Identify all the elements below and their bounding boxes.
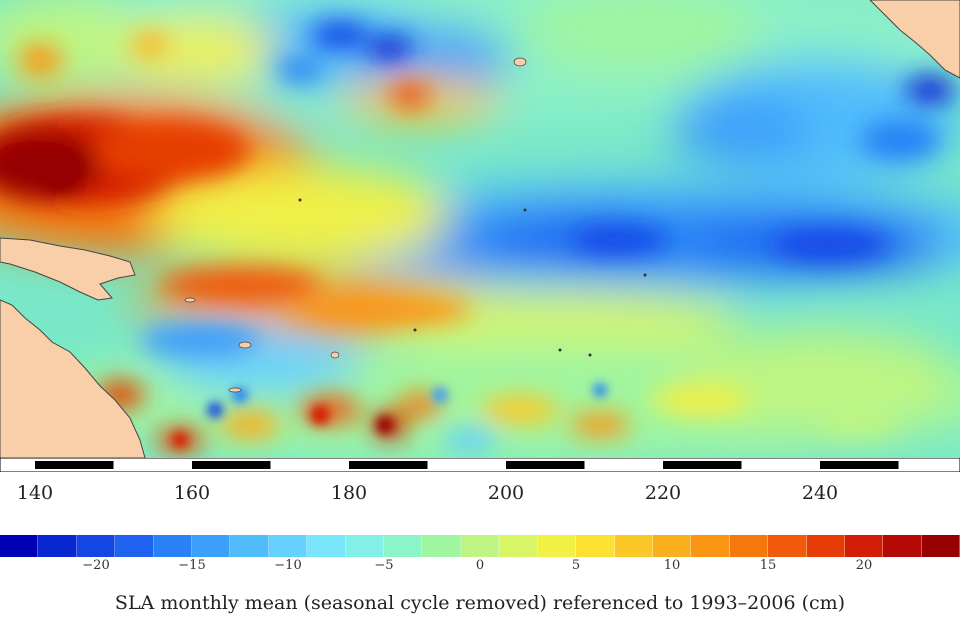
color-scale-cell [307, 535, 346, 557]
color-scale-cell [576, 535, 615, 557]
island [523, 208, 527, 212]
longitude-label: 160 [173, 482, 211, 504]
sea-level-anomaly-map [0, 0, 960, 458]
color-scale-cell [268, 535, 308, 557]
color-scale-cell [76, 535, 116, 557]
longitude-label: 240 [801, 482, 839, 504]
color-scale-tick-label: −5 [374, 558, 394, 573]
color-scale-tick-label: 0 [475, 558, 485, 573]
island [413, 328, 417, 332]
color-scale-cell [384, 535, 423, 557]
australia-landmass [0, 299, 146, 458]
color-scale-tick-label: 10 [663, 558, 681, 573]
longitude-label: 220 [644, 482, 682, 504]
color-scale-cell [844, 535, 884, 557]
color-scale-cell [38, 535, 77, 557]
color-scale-cell [921, 535, 960, 557]
north-america-landmass [869, 0, 960, 79]
color-scale-cell [883, 535, 922, 557]
color-scale-tick-label: 20 [855, 558, 873, 573]
scale-segment [192, 461, 271, 469]
island [184, 297, 196, 303]
scale-segment [349, 461, 428, 469]
color-scale-cell [537, 535, 577, 557]
color-scale-cell [499, 535, 538, 557]
color-scale-cell [460, 535, 500, 557]
color-scale-cell [806, 535, 845, 557]
color-scale-cell [614, 535, 653, 557]
longitude-scale-bar [0, 458, 960, 472]
color-scale-tick-label: −10 [274, 558, 302, 573]
color-scale-cell [192, 535, 231, 557]
color-scale-bar [0, 535, 960, 557]
map-canvas [0, 0, 960, 458]
color-scale-cell [153, 535, 193, 557]
color-scale-tick-label: 15 [759, 558, 777, 573]
color-scale-cell [768, 535, 807, 557]
scale-segment [663, 461, 742, 469]
color-scale-cell [230, 535, 269, 557]
scale-segment [820, 461, 899, 469]
longitude-label: 180 [330, 482, 368, 504]
longitude-label: 140 [16, 482, 54, 504]
scale-segment [35, 461, 114, 469]
color-scale-tick-label: −15 [178, 558, 206, 573]
color-scale-cell [652, 535, 692, 557]
color-scale-cell [115, 535, 154, 557]
scale-segment [506, 461, 585, 469]
color-scale-cell [345, 535, 385, 557]
island [228, 387, 242, 393]
longitude-label: 200 [487, 482, 525, 504]
island [330, 351, 340, 359]
color-scale-cell [422, 535, 461, 557]
color-scale-tick-label: −20 [82, 558, 110, 573]
color-scale-caption: SLA monthly mean (seasonal cycle removed… [114, 592, 846, 614]
island [643, 273, 647, 277]
island [238, 341, 252, 349]
land-masses [0, 0, 960, 458]
color-scale-tick-label: 5 [571, 558, 581, 573]
island [558, 348, 562, 352]
new-guinea-landmass [0, 237, 136, 301]
color-scale-cell [691, 535, 730, 557]
color-scale-cell [729, 535, 769, 557]
island [513, 57, 527, 67]
island [298, 198, 302, 202]
color-scale-cell [0, 535, 39, 557]
island [588, 353, 592, 357]
anomaly-field [0, 0, 960, 458]
